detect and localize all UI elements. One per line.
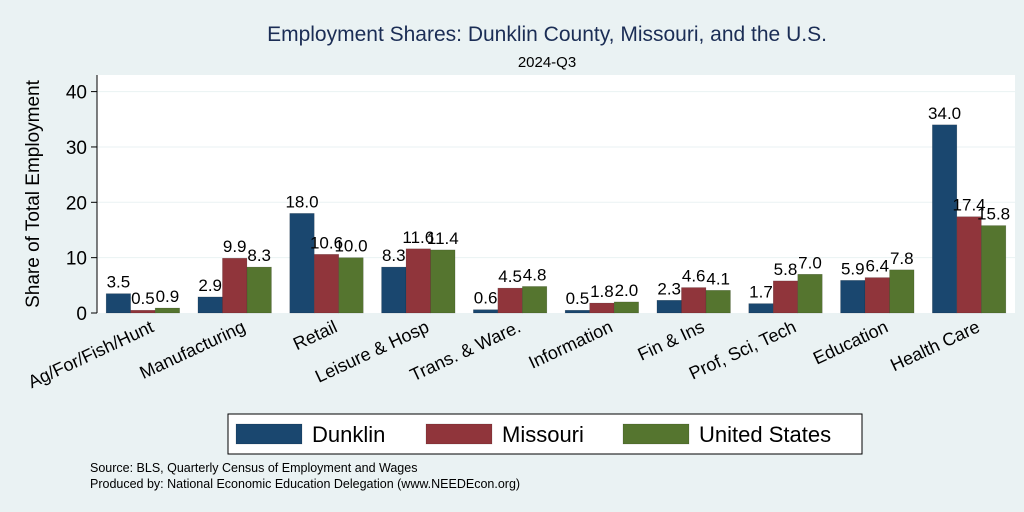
bar-united-states (797, 274, 823, 314)
bar-united-states (889, 269, 915, 314)
data-label: 18.0 (285, 192, 318, 211)
data-label: 4.8 (523, 265, 547, 284)
x-tick-label: Manufacturing (137, 316, 249, 382)
source-note: Source: BLS, Quarterly Census of Employm… (90, 461, 417, 475)
data-label: 0.9 (156, 287, 180, 306)
bar-missouri (773, 280, 798, 314)
y-tick-label: 30 (66, 138, 87, 159)
y-tick-label: 0 (76, 304, 87, 325)
chart-title: Employment Shares: Dunklin County, Misso… (267, 23, 827, 46)
bar-dunklin (840, 280, 866, 314)
legend-label: Dunklin (312, 422, 385, 447)
y-tick-label: 20 (66, 193, 87, 214)
data-label: 11.4 (427, 229, 459, 248)
bar-united-states (430, 249, 456, 314)
bar-united-states (705, 290, 731, 314)
bar-missouri (681, 287, 707, 314)
chart-subtitle: 2024-Q3 (518, 54, 576, 71)
bar-dunklin (656, 300, 682, 314)
bar-united-states (522, 286, 548, 314)
legend-swatch (622, 423, 690, 445)
bar-dunklin (289, 213, 315, 314)
data-label: 0.5 (131, 289, 155, 308)
x-tick-label: Retail (290, 316, 340, 354)
data-label: 7.0 (798, 253, 822, 272)
y-tick-label: 40 (66, 83, 87, 104)
data-label: 11.6 (402, 228, 434, 247)
bar-missouri (497, 287, 523, 314)
data-label: 4.5 (498, 267, 522, 286)
x-tick-label: Fin & Ins (635, 316, 708, 364)
bar-united-states (154, 307, 180, 314)
x-tick-label: Health Care (887, 316, 983, 375)
x-tick-label: Education (810, 316, 891, 368)
data-label: 15.8 (977, 205, 1010, 224)
bar-dunklin (473, 309, 499, 314)
legend-box (227, 413, 863, 455)
legend-swatch (235, 423, 303, 445)
bar-united-states (338, 257, 364, 314)
data-label: 1.7 (749, 283, 773, 302)
y-axis-label: Share of Total Employment (23, 79, 44, 307)
data-label: 0.6 (474, 289, 498, 308)
legend-swatch (425, 423, 493, 445)
grid-lines (97, 91, 1015, 259)
data-label: 2.0 (615, 281, 639, 300)
legend: Dunklin Missouri United States (227, 413, 863, 455)
data-label: 3.5 (107, 273, 131, 292)
data-label: 4.1 (706, 269, 730, 288)
data-label: 7.8 (890, 249, 914, 268)
bar-missouri (956, 216, 982, 314)
bar-united-states (981, 225, 1007, 314)
data-label: 5.9 (841, 259, 865, 278)
data-label: 2.3 (657, 279, 681, 298)
data-label: 1.8 (590, 282, 614, 301)
bar-missouri (314, 254, 339, 314)
data-label: 6.4 (865, 257, 889, 276)
data-label: 34.0 (928, 104, 961, 123)
data-label: 0.5 (566, 289, 590, 308)
legend-label: Missouri (502, 422, 584, 447)
data-labels: 3.50.5 0.92.99.9 8.318.010.610.0 8.311.611.… (107, 104, 1011, 308)
data-label: 17.4 (953, 196, 986, 215)
data-label: 2.9 (198, 276, 222, 295)
data-label: 8.3 (247, 246, 271, 265)
bar-dunklin (564, 309, 590, 314)
data-label: 10.6 (310, 233, 343, 252)
bar-dunklin (381, 266, 407, 314)
x-tick-label: Ag/For/Fish/Hunt (25, 316, 157, 392)
bar-missouri (864, 277, 890, 314)
y-tick-label: 10 (66, 249, 87, 270)
bar-dunklin (932, 124, 958, 314)
bars (105, 124, 1007, 314)
y-axis: 0 10 20 30 40 (66, 75, 98, 325)
produced-note: Produced by: National Economic Education… (90, 477, 520, 491)
bar-missouri (405, 248, 431, 314)
bar-missouri (589, 302, 615, 314)
bar-united-states (246, 266, 272, 314)
data-label: 4.6 (682, 267, 706, 286)
data-label: 5.8 (774, 260, 798, 279)
data-label: 8.3 (382, 246, 406, 265)
data-label: 9.9 (223, 237, 247, 256)
bar-dunklin (105, 293, 131, 314)
x-tick-label: Information (526, 316, 616, 372)
legend-label: United States (699, 422, 831, 447)
bar-united-states (613, 301, 639, 314)
bar-missouri (130, 309, 156, 314)
bar-dunklin (748, 303, 774, 314)
bar-missouri (222, 257, 248, 314)
data-label: 10.0 (334, 237, 367, 256)
bar-dunklin (197, 296, 223, 314)
